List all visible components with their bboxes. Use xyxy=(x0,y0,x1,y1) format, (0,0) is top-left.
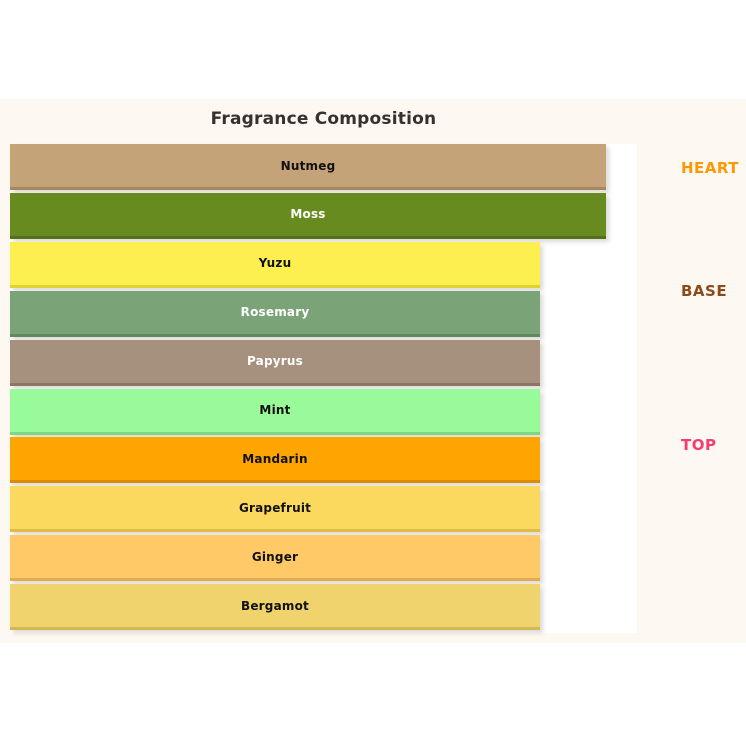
group-label-heart: HEART xyxy=(681,159,740,178)
bar-papyrus: Papyrus xyxy=(10,339,540,386)
bar-rosemary: Rosemary xyxy=(10,290,540,337)
bar-yuzu: Yuzu xyxy=(10,241,540,288)
bar-label-rosemary: Rosemary xyxy=(240,305,310,320)
bar-nutmeg: Nutmeg xyxy=(10,144,606,190)
bar-mint: Mint xyxy=(10,388,540,435)
bar-mandarin: Mandarin xyxy=(10,437,540,484)
bar-series: Nutmeg Moss Yuzu Rosemary Papyrus Mint Mandari… xyxy=(10,144,637,633)
bar-moss: Moss xyxy=(10,192,606,239)
group-label-top: TOP xyxy=(681,435,717,454)
plot-area: Nutmeg Moss Yuzu Rosemary Papyrus Mint Mandari… xyxy=(10,144,637,633)
group-label-base: BASE xyxy=(681,281,728,300)
fragrance-composition-chart: Fragrance Composition Nutmeg Moss Yuzu Rose… xyxy=(0,99,746,643)
bar-label-mandarin: Mandarin xyxy=(242,451,308,466)
bar-grapefruit: Grapefruit xyxy=(10,486,540,533)
bar-label-bergamot: Bergamot xyxy=(241,598,309,613)
bar-label-papyrus: Papyrus xyxy=(247,354,303,369)
bar-ginger: Ginger xyxy=(10,535,540,582)
bar-label-moss: Moss xyxy=(290,207,326,222)
bar-label-grapefruit: Grapefruit xyxy=(238,500,312,515)
bar-label-ginger: Ginger xyxy=(251,549,299,564)
bar-bergamot: Bergamot xyxy=(10,584,540,631)
chart-title: Fragrance Composition xyxy=(210,109,437,129)
bar-label-yuzu: Yuzu xyxy=(258,256,292,271)
bar-label-nutmeg: Nutmeg xyxy=(280,158,336,173)
bar-label-mint: Mint xyxy=(259,403,291,417)
